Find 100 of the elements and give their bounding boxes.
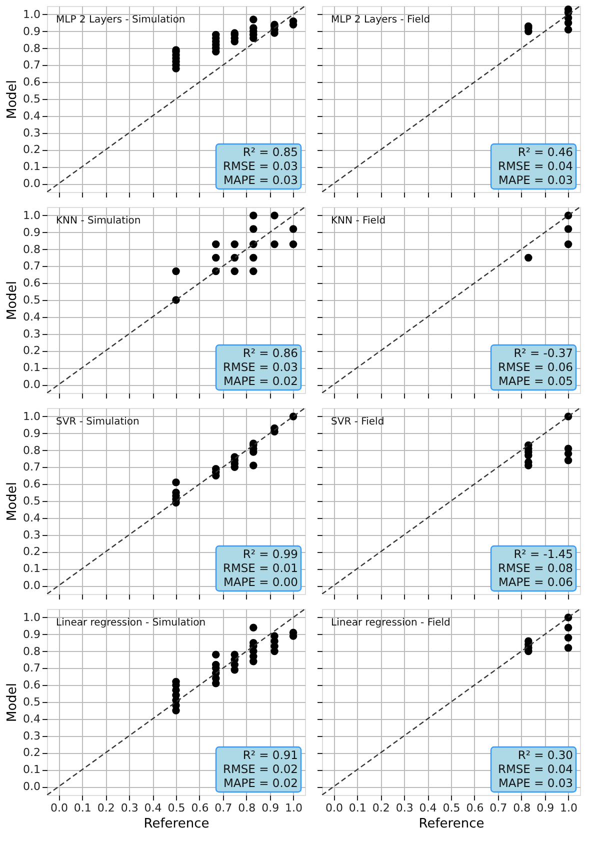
y-tick-label: 0.8: [23, 242, 40, 256]
y-tick-label: 0.0: [23, 378, 40, 392]
y-tick-label: 0.3: [23, 126, 40, 140]
y-axis-title: Model: [5, 80, 20, 120]
annotation: MAPE = 0.05: [498, 374, 573, 388]
annotation: RMSE = 0.03: [222, 159, 298, 173]
x-axis-title: Reference: [144, 816, 210, 832]
x-tick-label: 0.0: [325, 802, 343, 814]
y-tick-label: 1.0: [23, 410, 40, 423]
annotation: MAPE = 0.03: [498, 776, 573, 790]
y-tick-label: 0.5: [23, 494, 40, 508]
x-tick-label: 0.1: [348, 802, 366, 814]
y-tick-label: 1.0: [23, 610, 40, 624]
text: KNN - Field: [331, 216, 386, 226]
y-tick-label: 0.4: [23, 310, 40, 324]
annotation: MAPE = 0.02: [223, 776, 298, 790]
x-tick-label: 0.3: [396, 802, 414, 814]
x-tick-label: 0.7: [490, 802, 508, 814]
y-tick-label: 0.9: [23, 24, 40, 38]
annotation: RMSE = 0.02: [222, 762, 298, 776]
x-tick-label: 0.9: [262, 802, 280, 814]
y-tick-label: 0.1: [23, 160, 40, 174]
x-tick-label: 0.5: [168, 802, 186, 814]
x-axis-title: Reference: [418, 816, 484, 832]
y-tick-label: 0.7: [23, 58, 40, 72]
text: MLP 2 Layers - Simulation: [56, 14, 186, 26]
y-tick-label: 0.2: [23, 746, 40, 760]
y-tick-label: 0.6: [23, 276, 40, 290]
x-tick-label: 0.6: [191, 802, 209, 814]
y-tick-label: 0.1: [23, 562, 40, 576]
y-tick-label: 0.5: [23, 92, 40, 106]
text: SVR - Field: [331, 416, 384, 428]
x-tick-label: 0.2: [97, 802, 115, 814]
x-tick-label: 0.9: [536, 802, 554, 814]
annotation: R² = 0.86: [242, 346, 298, 360]
y-tick-label: 0.6: [23, 478, 40, 491]
x-tick-label: 0.6: [466, 802, 484, 814]
y-tick-label: 0.4: [23, 511, 40, 524]
x-tick-label: 0.2: [372, 802, 390, 814]
y-tick-label: 0.1: [23, 763, 40, 776]
text: MLP 2 Layers - Field: [331, 14, 430, 26]
x-tick-label: 0.8: [238, 802, 256, 814]
y-tick-label: 0.9: [23, 426, 40, 440]
y-axis-title: Model: [5, 482, 20, 522]
annotation: R² = 0.46: [518, 145, 573, 159]
y-axis-title: Model: [5, 280, 20, 320]
annotation: RMSE = 0.08: [498, 561, 573, 575]
x-tick-label: 0.7: [214, 802, 232, 814]
annotation: RMSE = 0.04: [498, 159, 573, 173]
x-tick-label: 0.8: [513, 802, 531, 814]
y-tick-label: 0.8: [23, 444, 40, 457]
y-tick-label: 0.2: [23, 143, 40, 156]
y-axis-title: Model: [5, 682, 20, 722]
annotation: R² = -0.37: [514, 346, 573, 360]
y-tick-label: 0.4: [23, 712, 40, 726]
y-tick-label: 0.0: [23, 780, 40, 794]
annotation: RMSE = 0.04: [498, 762, 573, 776]
y-tick-label: 0.8: [23, 644, 40, 658]
annotation: MAPE = 0.03: [223, 173, 298, 187]
y-tick-label: 0.2: [23, 344, 40, 358]
y-tick-label: 0.5: [23, 294, 40, 306]
x-tick-label: 0.3: [120, 802, 138, 814]
y-tick-label: 0.3: [23, 327, 40, 340]
annotation: R² = 0.91: [242, 748, 298, 762]
y-tick-label: 0.9: [23, 628, 40, 641]
annotation: R² = 0.85: [242, 145, 298, 159]
y-tick-label: 1.0: [23, 8, 40, 21]
y-tick-label: 0.6: [23, 678, 40, 692]
annotation: R² = 0.99: [242, 547, 298, 561]
text: SVR - Simulation: [56, 416, 140, 428]
x-tick-label: 0.1: [74, 802, 92, 814]
y-tick-label: 0.7: [23, 260, 40, 273]
y-tick-label: 0.5: [23, 696, 40, 708]
annotation: MAPE = 0.02: [223, 374, 298, 388]
y-tick-label: 0.0: [23, 579, 40, 592]
annotation: MAPE = 0.03: [498, 173, 573, 187]
y-tick-label: 1.0: [23, 208, 40, 222]
annotation: MAPE = 0.06: [498, 575, 573, 589]
y-tick-label: 0.6: [23, 76, 40, 89]
y-tick-label: 0.4: [23, 109, 40, 122]
y-tick-label: 0.0: [23, 177, 40, 190]
x-tick-label: 0.5: [442, 802, 460, 814]
annotation: RMSE = 0.01: [222, 561, 298, 575]
x-tick-label: 0.4: [419, 802, 437, 814]
annotation: RMSE = 0.06: [498, 360, 573, 374]
text: KNN - Simulation: [56, 216, 141, 226]
annotation: R² = -1.45: [514, 547, 573, 561]
annotation: MAPE = 0.00: [223, 575, 298, 589]
text: Linear regression - Field: [331, 618, 450, 628]
y-tick-label: 0.9: [23, 226, 40, 239]
x-tick-label: 1.0: [285, 802, 303, 814]
y-tick-label: 0.3: [23, 729, 40, 742]
x-tick-label: 1.0: [560, 802, 578, 814]
annotation: RMSE = 0.03: [222, 360, 298, 374]
x-tick-label: 0.4: [144, 802, 162, 814]
y-tick-label: 0.7: [23, 460, 40, 474]
annotation: R² = 0.30: [518, 748, 573, 762]
y-tick-label: 0.1: [23, 361, 40, 374]
y-tick-label: 0.8: [23, 42, 40, 55]
text: Linear regression - Simulation: [56, 618, 206, 628]
